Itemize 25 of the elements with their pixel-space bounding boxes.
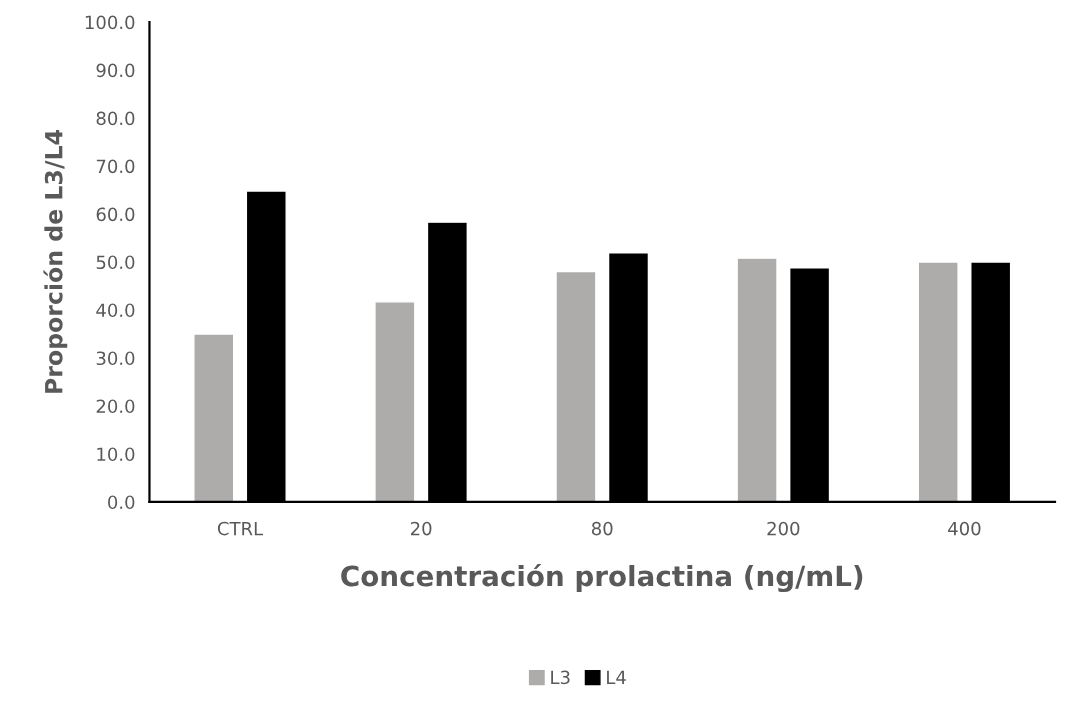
bar [917,261,959,502]
y-tick-label: 20.0 [96,399,135,414]
y-tick-label: 10.0 [97,447,135,462]
x-tick-label: 200 [767,521,800,536]
legend-label: L3 [551,670,570,685]
bar [374,301,416,502]
x-tick-label: CTRL [217,521,264,536]
x-tick-label: 400 [948,521,981,536]
y-tick-label: 100.0 [85,15,135,30]
y-tick-label: 70.0 [96,159,135,174]
y-tick-label: 0.0 [108,495,135,510]
y-tick-label: 90.0 [96,63,135,78]
legend-label: L4 [607,670,626,684]
y-tick-label: 80.0 [96,111,135,126]
y-axis-title: Proporción de L3/L4 [43,130,68,393]
bar [555,270,597,502]
y-tick-label: 60.0 [96,207,135,222]
y-tick-label: 50.0 [96,255,135,270]
bar [736,257,778,502]
y-tick-label: 40.0 [96,303,135,318]
x-axis-title: Concentración prolactina (ng/mL) [341,563,863,593]
x-tick-label: 20 [410,521,432,536]
bar [193,333,235,502]
x-tick-label: 80 [591,521,613,536]
y-tick-label: 30.0 [96,351,135,366]
